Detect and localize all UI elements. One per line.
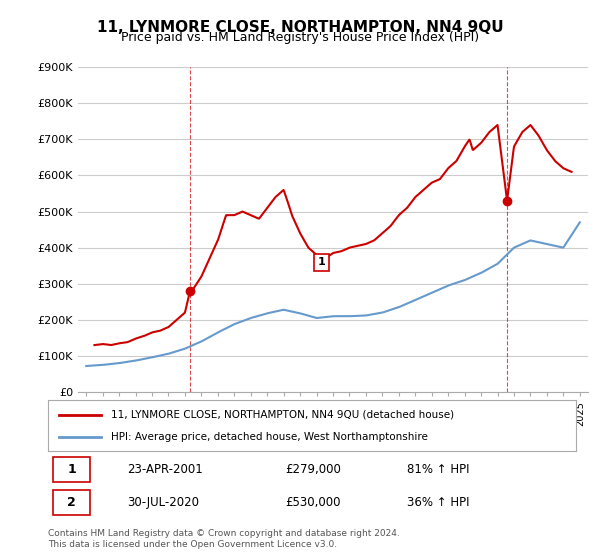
- Text: £279,000: £279,000: [286, 463, 341, 476]
- Text: HPI: Average price, detached house, West Northamptonshire: HPI: Average price, detached house, West…: [112, 432, 428, 442]
- Text: 1: 1: [67, 463, 76, 476]
- Text: 23-APR-2001: 23-APR-2001: [127, 463, 203, 476]
- Text: £530,000: £530,000: [286, 496, 341, 509]
- FancyBboxPatch shape: [53, 490, 90, 515]
- Text: 36% ↑ HPI: 36% ↑ HPI: [407, 496, 470, 509]
- Text: 1: 1: [318, 258, 326, 268]
- FancyBboxPatch shape: [53, 457, 90, 483]
- Text: 81% ↑ HPI: 81% ↑ HPI: [407, 463, 470, 476]
- Text: Contains HM Land Registry data © Crown copyright and database right 2024.
This d: Contains HM Land Registry data © Crown c…: [48, 529, 400, 549]
- Text: 11, LYNMORE CLOSE, NORTHAMPTON, NN4 9QU (detached house): 11, LYNMORE CLOSE, NORTHAMPTON, NN4 9QU …: [112, 409, 454, 419]
- Text: 2: 2: [67, 496, 76, 509]
- Text: Price paid vs. HM Land Registry's House Price Index (HPI): Price paid vs. HM Land Registry's House …: [121, 31, 479, 44]
- Text: 11, LYNMORE CLOSE, NORTHAMPTON, NN4 9QU: 11, LYNMORE CLOSE, NORTHAMPTON, NN4 9QU: [97, 20, 503, 35]
- Text: 30-JUL-2020: 30-JUL-2020: [127, 496, 199, 509]
